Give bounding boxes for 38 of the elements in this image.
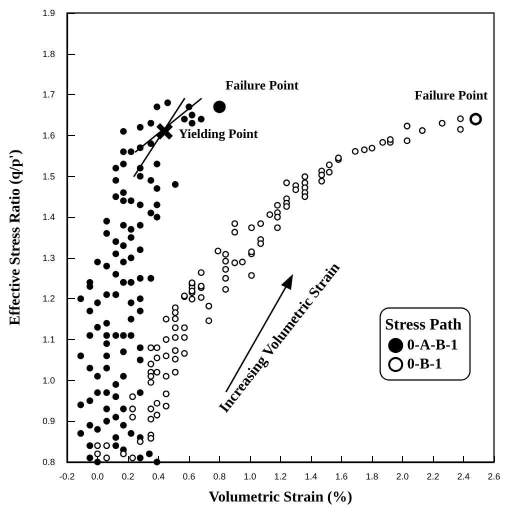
y-tick-label: 1.5 xyxy=(42,171,55,182)
x-tick-label: 1.0 xyxy=(244,472,256,482)
point xyxy=(469,112,482,126)
x-tick-label: 0.8 xyxy=(213,472,226,482)
y-tick-label: 0.8 xyxy=(42,457,55,467)
x-tick-label: 0.2 xyxy=(122,472,134,482)
x-axis-title: Volumetric Strain (%) xyxy=(208,490,352,506)
annotation: Failure Point xyxy=(226,77,300,92)
x-tick-label: 1.8 xyxy=(366,472,378,482)
x-tick-label: 2.2 xyxy=(426,472,440,482)
y-axis-title: Effective Stress Ratio (q/p') xyxy=(8,150,24,326)
annotation: Failure Point xyxy=(414,88,488,103)
y-tick-label: 1.1 xyxy=(42,334,55,345)
legend-label: 0-B-1 xyxy=(407,356,442,372)
point xyxy=(156,124,172,140)
x-tick-label: 1.6 xyxy=(335,472,348,482)
legend-title: Stress Path xyxy=(385,316,462,334)
legend-label: 0-A-B-1 xyxy=(407,338,458,354)
x-tick-label: 0.0 xyxy=(91,472,104,482)
y-tick-label: 1.3 xyxy=(42,252,55,263)
x-tick-label: -0.2 xyxy=(59,472,75,482)
point xyxy=(213,100,226,114)
x-tick-label: 1.2 xyxy=(274,472,287,482)
y-tick-label: 1.6 xyxy=(42,130,55,140)
x-tick-label: 2.6 xyxy=(488,472,500,482)
x-tick-label: 0.6 xyxy=(182,472,196,482)
y-tick-label: 1.7 xyxy=(42,90,55,100)
annotation: Yielding Point xyxy=(178,126,259,141)
y-tick-label: 1.4 xyxy=(42,212,55,222)
y-tick-label: 1.2 xyxy=(42,294,55,304)
x-tick-label: 2.0 xyxy=(396,472,409,482)
y-tick-label: 0.9 xyxy=(42,416,55,426)
x-tick-label: 1.4 xyxy=(304,472,318,482)
x-tick-label: 0.4 xyxy=(152,472,165,482)
y-tick-label: 1.8 xyxy=(42,48,55,59)
x-tick-label: 2.4 xyxy=(457,472,470,482)
y-tick-label: 1.0 xyxy=(42,375,55,386)
y-tick-label: 1.9 xyxy=(42,8,55,18)
